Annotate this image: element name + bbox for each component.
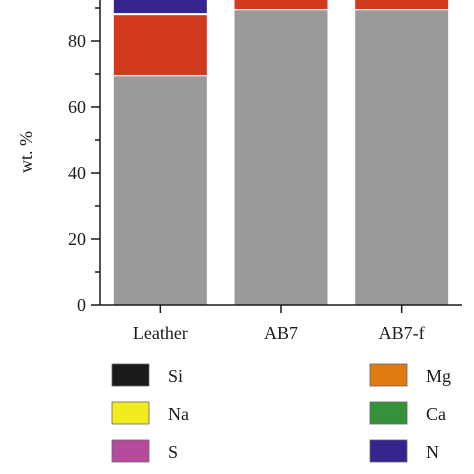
y-tick-label: 60 — [68, 97, 86, 117]
legend-swatch-n — [369, 439, 408, 463]
legend: Si Mg Na Ca S N — [111, 363, 451, 463]
bar-segment-n — [112, 0, 208, 15]
legend-label-n: N — [426, 442, 439, 462]
bar-segment-o — [354, 0, 450, 11]
y-tick-label: 20 — [68, 229, 86, 249]
bar-segment-c — [112, 75, 208, 306]
bar-segment-c — [354, 9, 450, 306]
y-tick-label: 0 — [77, 295, 86, 315]
legend-swatch-na — [111, 401, 150, 425]
x-category-label: AB7 — [264, 323, 298, 343]
legend-label-ca: Ca — [426, 404, 446, 424]
legend-swatch-ca — [369, 401, 408, 425]
y-tick-label: 40 — [68, 163, 86, 183]
legend-label-mg: Mg — [426, 366, 451, 386]
y-tick-label: 80 — [68, 31, 86, 51]
x-category-label: AB7-f — [379, 323, 425, 343]
legend-label-si: Si — [168, 366, 183, 386]
legend-swatch-s — [111, 439, 150, 463]
bar-segment-o — [112, 14, 208, 77]
y-axis-title: wt. % — [16, 131, 36, 173]
bar-segment-c — [233, 9, 329, 306]
legend-label-na: Na — [168, 404, 189, 424]
bars-group — [112, 0, 450, 306]
legend-label-s: S — [168, 442, 178, 462]
legend-swatch-si — [111, 363, 150, 387]
x-ticks-group: Leather AB7 AB7-f — [133, 305, 425, 343]
legend-swatch-mg — [369, 363, 408, 387]
y-ticks-group: 0 20 40 60 80 — [68, 7, 100, 315]
bar-segment-o — [233, 0, 329, 11]
x-category-label: Leather — [133, 323, 188, 343]
